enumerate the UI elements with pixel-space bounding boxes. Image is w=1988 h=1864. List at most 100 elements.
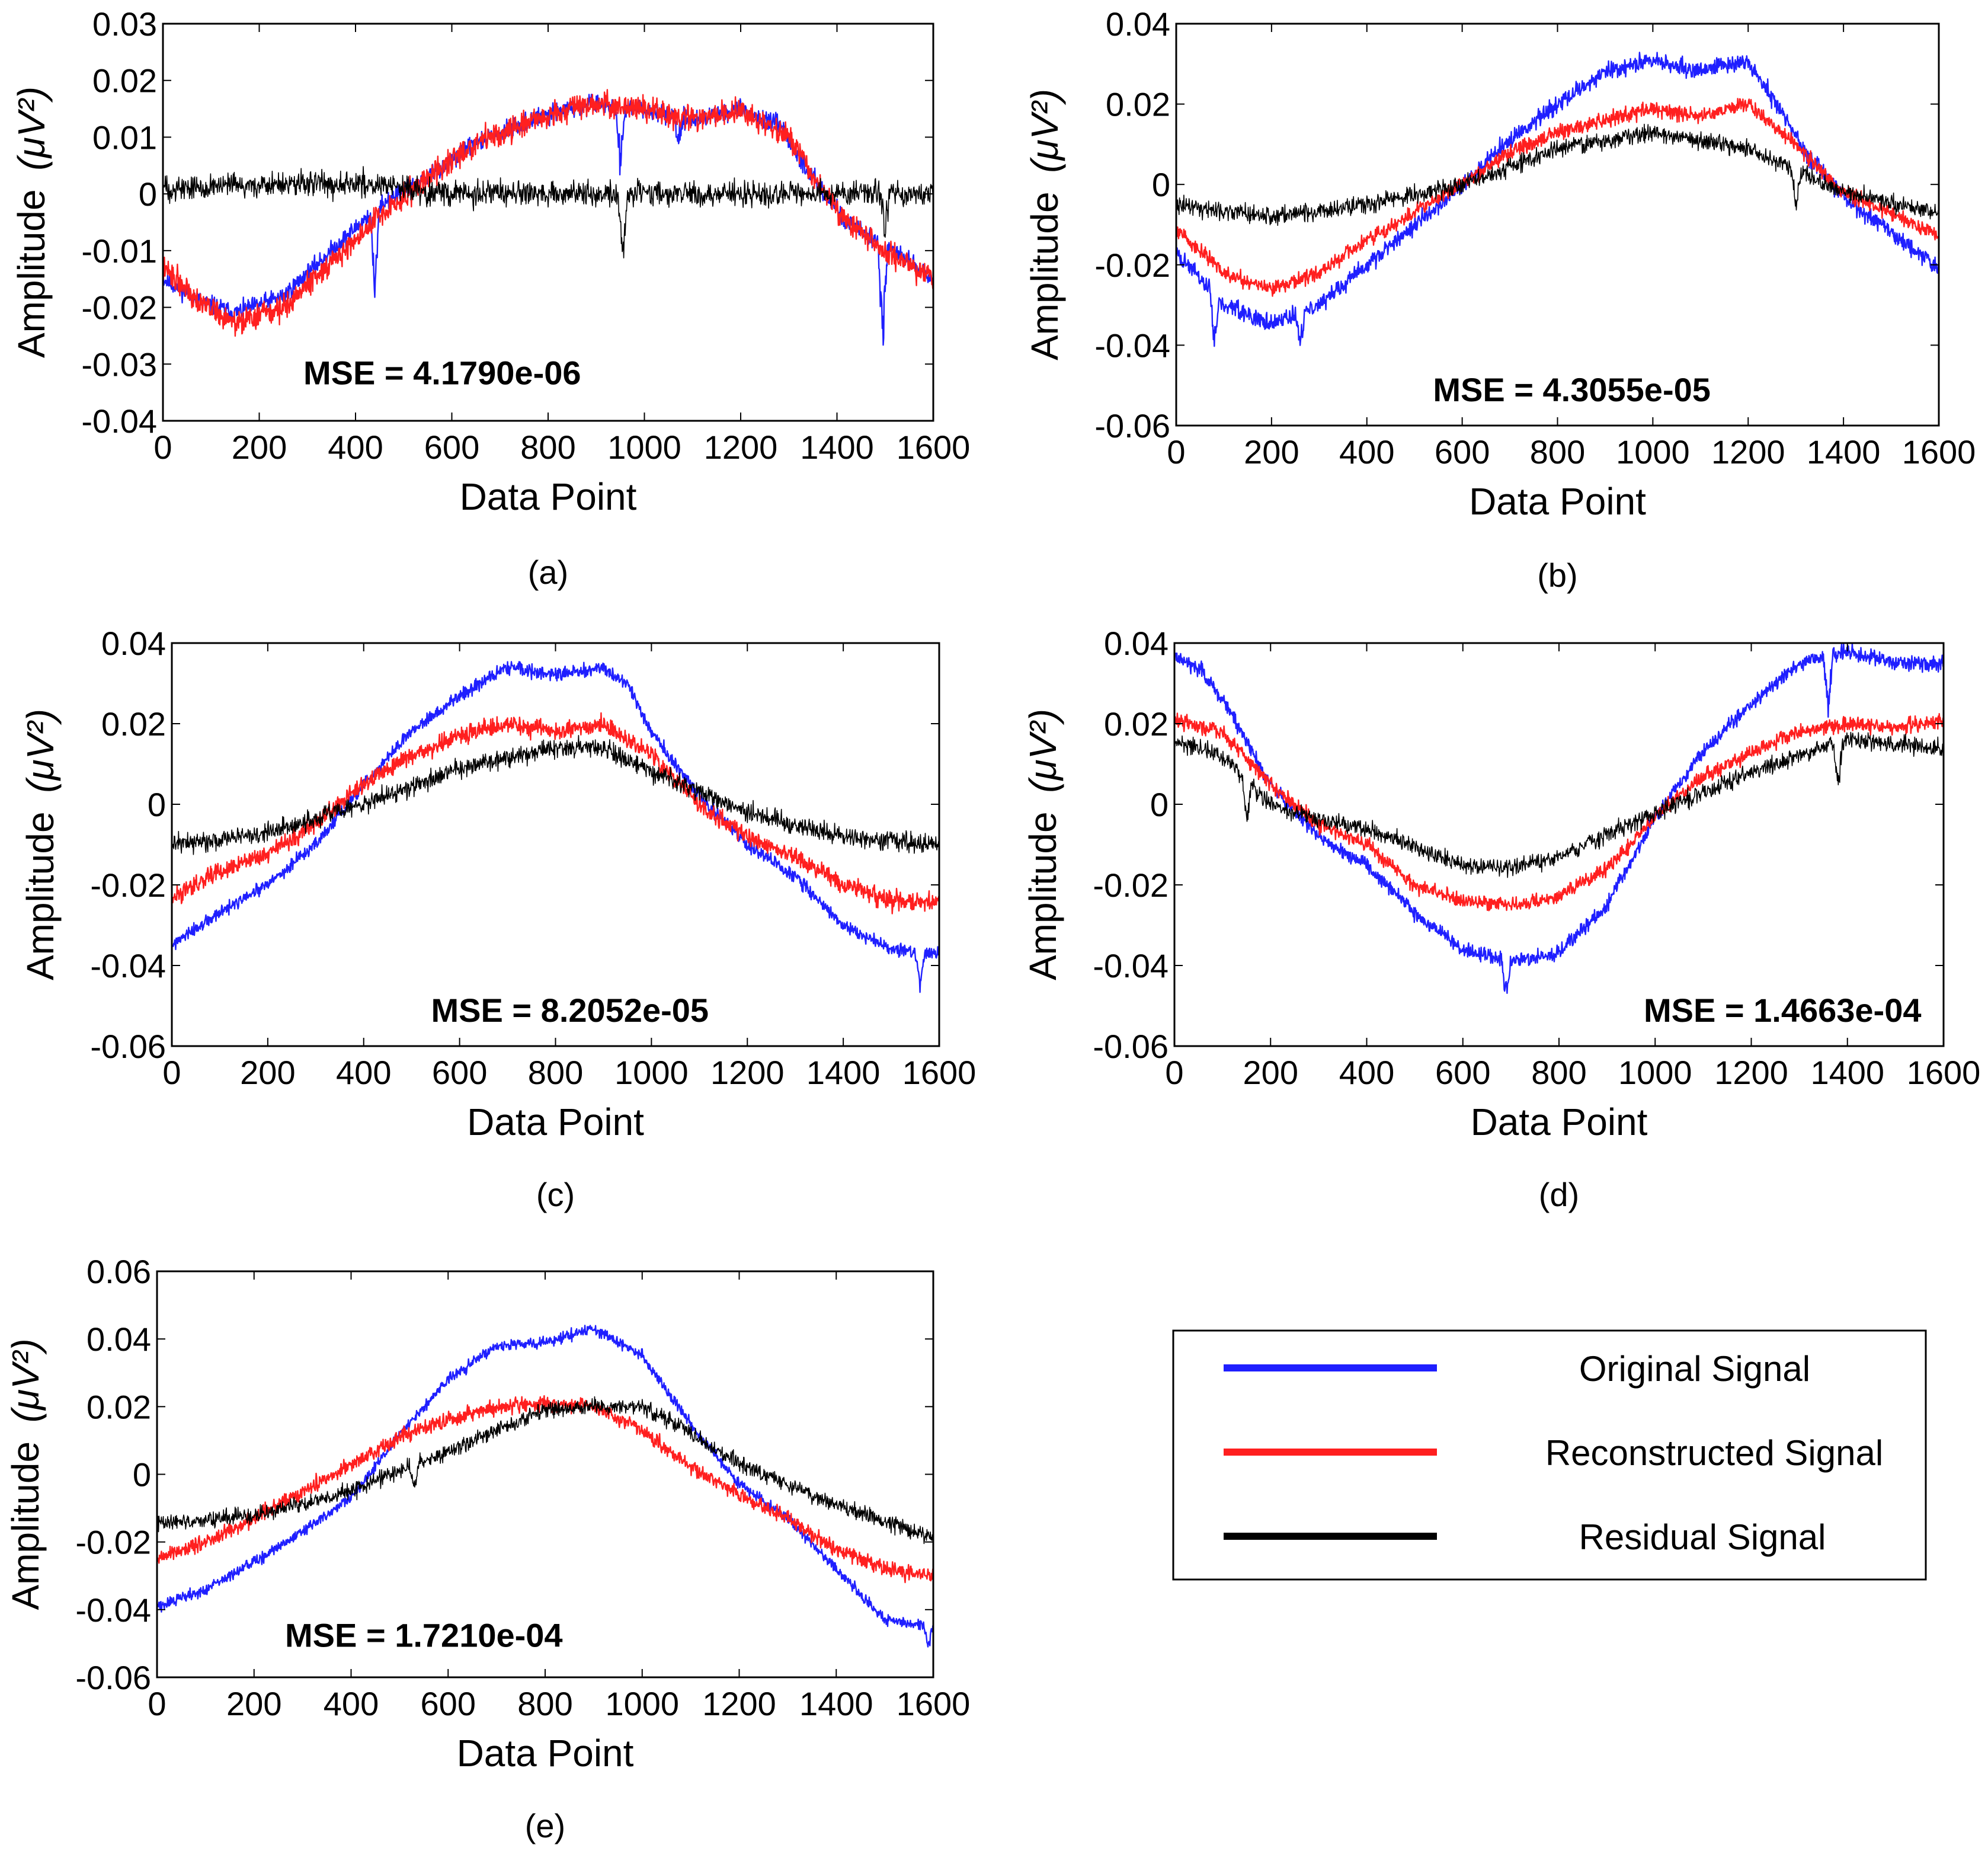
y-tick-label: 0 [133, 1456, 151, 1494]
x-axis-title: Data Point [1471, 1101, 1648, 1143]
x-tick-label: 1000 [1618, 1054, 1692, 1091]
mse-annotation: MSE = 1.7210e-04 [285, 1617, 563, 1654]
y-axis-title-text: Amplitude [4, 1441, 47, 1610]
series-original-signal-line [1174, 643, 1944, 994]
x-axis-title: Data Point [467, 1101, 644, 1143]
y-tick-label: 0.02 [87, 1388, 151, 1425]
legend-label-residual: Residual Signal [1579, 1517, 1826, 1557]
x-axis-title: Data Point [1469, 480, 1646, 523]
x-tick-label: 1600 [1907, 1054, 1981, 1091]
x-tick-label: 0 [1167, 433, 1185, 471]
x-tick-label: 1600 [902, 1054, 977, 1091]
x-tick-label: 1200 [710, 1054, 785, 1091]
y-axis-title: Amplitude (μV²) [4, 1338, 47, 1610]
panel-label: (a) [528, 554, 568, 591]
y-tick-label: 0.04 [87, 1321, 151, 1358]
y-tick-label: 0 [148, 786, 166, 823]
y-tick-label: -0.04 [75, 1591, 151, 1629]
x-tick-label: 200 [1243, 1054, 1298, 1091]
x-tick-label: 600 [421, 1685, 476, 1722]
series-residual-signal-line [172, 735, 939, 855]
series-residual-signal-line [1176, 123, 1939, 226]
y-tick-label: 0.03 [92, 5, 157, 43]
x-tick-label: 1600 [897, 429, 971, 466]
y-tick-label: -0.01 [81, 232, 157, 270]
y-tick-label: -0.06 [1093, 1028, 1169, 1065]
x-tick-label: 1000 [605, 1685, 679, 1722]
x-tick-label: 200 [226, 1685, 281, 1722]
x-tick-label: 1400 [806, 1054, 881, 1091]
x-tick-label: 600 [424, 429, 479, 466]
y-axis-unit: (μV²) [10, 87, 53, 171]
y-tick-label: -0.04 [81, 402, 157, 440]
x-tick-label: 1400 [1807, 433, 1881, 471]
x-axis-title: Data Point [457, 1732, 634, 1775]
series-reconstructed-signal-line [172, 712, 939, 915]
y-axis-title-text: Amplitude [19, 811, 62, 980]
mse-annotation: MSE = 4.3055e-05 [1433, 371, 1711, 408]
x-tick-label: 600 [432, 1054, 487, 1091]
mse-annotation: MSE = 8.2052e-05 [431, 992, 709, 1029]
x-tick-label: 600 [1435, 433, 1490, 471]
legend: Original Signal Reconstructed Signal Res… [1172, 1329, 1927, 1581]
series-reconstructed-signal-line [163, 89, 933, 337]
y-axis-title: Amplitude (μV²) [1022, 709, 1064, 980]
x-tick-label: 800 [520, 429, 575, 466]
mse-annotation: MSE = 1.4663e-04 [1644, 992, 1922, 1029]
legend-label-reconstructed: Reconstructed Signal [1545, 1433, 1883, 1473]
y-axis-title: Amplitude (μV²) [1023, 89, 1066, 360]
x-tick-label: 600 [1435, 1054, 1490, 1091]
y-axis-unit: (μV²) [1022, 709, 1064, 793]
x-tick-label: 800 [528, 1054, 583, 1091]
x-tick-label: 1400 [800, 429, 874, 466]
x-tick-label: 200 [232, 429, 287, 466]
y-tick-label: -0.02 [1094, 247, 1170, 284]
panel-label: (d) [1539, 1176, 1579, 1213]
x-tick-label: 1200 [1714, 1054, 1788, 1091]
y-tick-label: 0.04 [1106, 5, 1170, 43]
y-tick-label: -0.02 [81, 289, 157, 327]
x-tick-label: 1000 [607, 429, 681, 466]
y-tick-label: 0.02 [101, 705, 166, 743]
y-axis-title-text: Amplitude [10, 189, 53, 358]
y-axis-title: Amplitude (μV²) [19, 709, 62, 980]
x-tick-label: 400 [1339, 1054, 1394, 1091]
panel-d: 0 200 400 600 800 1000 1200 1400 1600 -0.06 -0.04 -… [1022, 625, 1980, 1213]
series-reconstructed-signal-line [1176, 98, 1939, 297]
x-tick-label: 400 [1339, 433, 1394, 471]
legend-label-original: Original Signal [1579, 1349, 1810, 1389]
y-tick-label: -0.03 [81, 346, 157, 383]
x-tick-label: 0 [162, 1054, 181, 1091]
y-tick-label: -0.04 [1094, 327, 1170, 364]
x-tick-label: 1200 [1711, 433, 1785, 471]
x-tick-label: 400 [336, 1054, 391, 1091]
y-tick-label: 0.02 [1106, 86, 1170, 123]
y-tick-label: 0.04 [1104, 625, 1169, 662]
y-axis-title-text: Amplitude [1022, 811, 1064, 980]
y-tick-label: 0.02 [92, 62, 157, 100]
panel-a: 0 200 400 600 800 1000 1200 1400 1600 -0.04 -0.03 -… [10, 5, 970, 591]
panel-label: (b) [1537, 557, 1577, 594]
series-residual-signal-line [157, 1396, 933, 1548]
x-tick-label: 0 [1165, 1054, 1183, 1091]
y-tick-label: 0.06 [87, 1253, 151, 1290]
series-residual-signal-line [1174, 731, 1944, 878]
x-axis-title: Data Point [460, 475, 637, 518]
y-axis-unit: (μV²) [19, 709, 62, 793]
y-tick-label: 0.02 [1104, 705, 1169, 743]
y-tick-label: 0 [1150, 786, 1169, 823]
x-tick-label: 0 [153, 429, 172, 466]
x-tick-label: 1600 [897, 1685, 971, 1722]
y-tick-label: 0.01 [92, 119, 157, 156]
panel-c: 0 200 400 600 800 1000 1200 1400 1600 -0.06 -0.04 -… [19, 625, 976, 1213]
series-original-signal-line [1176, 52, 1939, 347]
x-tick-label: 200 [240, 1054, 295, 1091]
x-tick-label: 0 [148, 1685, 166, 1722]
y-tick-label: -0.06 [1094, 407, 1170, 445]
y-tick-label: -0.06 [75, 1659, 151, 1696]
panel-label: (e) [525, 1807, 565, 1844]
x-tick-label: 1400 [1810, 1054, 1884, 1091]
x-tick-label: 1000 [1616, 433, 1690, 471]
x-tick-label: 400 [324, 1685, 379, 1722]
y-tick-label: -0.06 [90, 1028, 166, 1065]
